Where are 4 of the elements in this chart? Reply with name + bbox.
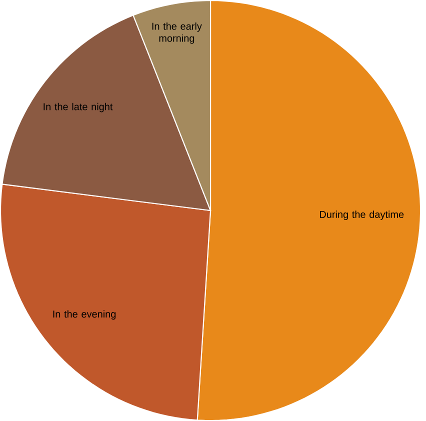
slice-label: In the early morning xyxy=(152,22,202,44)
slice-label: During the daytime xyxy=(320,210,404,220)
slice-label: In the evening xyxy=(53,310,116,320)
slice-label: In the late night xyxy=(44,102,113,112)
